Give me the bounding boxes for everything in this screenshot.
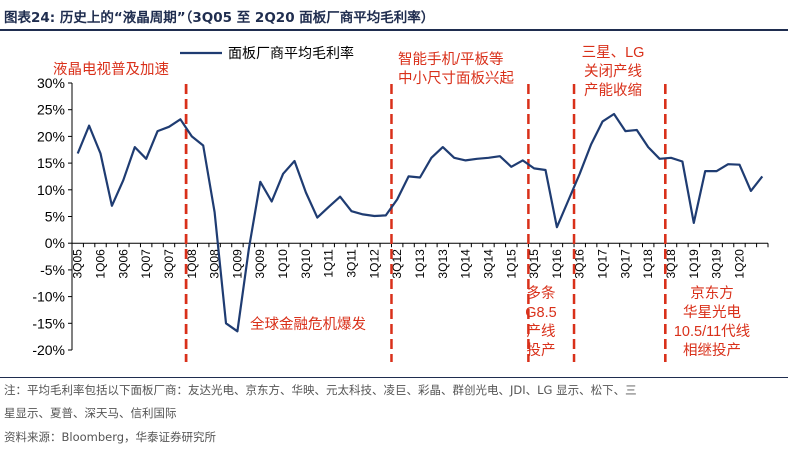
x-tick-label: 1Q11 [322, 249, 336, 278]
y-tick-label: 15% [37, 155, 65, 171]
x-tick-label: 3Q11 [345, 249, 359, 278]
x-tick-label: 1Q16 [550, 249, 564, 279]
event-annotation-text: 投产 [527, 342, 556, 359]
y-tick-label: 0% [45, 235, 65, 251]
legend-label: 面板厂商平均毛利率 [228, 45, 354, 61]
event-annotation-text: 液晶电视普及加速 [53, 61, 169, 78]
x-tick-label: 1Q06 [94, 249, 108, 279]
x-tick-label: 3Q13 [436, 249, 450, 279]
x-tick-label: 3Q09 [253, 249, 267, 279]
x-tick-label: 1Q07 [139, 249, 153, 279]
x-tick-label: 1Q20 [732, 249, 746, 279]
y-tick-label: 5% [45, 209, 65, 225]
x-tick-label: 3Q10 [299, 249, 313, 279]
x-tick-label: 1Q15 [504, 249, 518, 279]
figure-title: 图表24: 历史上的“液晶周期”（3Q05 至 2Q20 面板厂商平均毛利率） [4, 10, 435, 26]
event-annotation-text: 华星光电 [683, 304, 741, 321]
title-rule [0, 29, 788, 31]
event-annotation-text: 10.5/11代线 [674, 323, 750, 340]
y-tick-label: -10% [32, 289, 65, 305]
y-tick-label: 10% [37, 182, 65, 198]
event-annotation-text: 多条 [527, 285, 556, 302]
x-tick-label: 1Q12 [367, 249, 381, 279]
x-tick-label: 3Q07 [162, 249, 176, 279]
y-tick-label: 20% [37, 128, 65, 144]
x-tick-label: 1Q13 [413, 249, 427, 279]
x-tick-label: 3Q17 [618, 249, 632, 279]
y-tick-label: 25% [37, 102, 65, 118]
event-annotation-text: 产能收缩 [584, 82, 642, 99]
y-tick-label: -20% [32, 342, 65, 358]
x-tick-label: 3Q19 [710, 249, 724, 279]
event-annotation-text: 产线 [527, 323, 556, 340]
footnote-line-2: 星显示、夏普、深天马、信利国际 [4, 406, 177, 420]
event-annotation-text: 智能手机/平板等 [398, 50, 504, 68]
footer-rule [0, 377, 788, 378]
event-annotation-text: 相继投产 [683, 342, 741, 359]
gross-margin-chart: 30% 25% 20% 15% 10% 5% 0% -5% -10% -15% -20% 3Q05 1Q… [32, 45, 769, 362]
x-tick-label: 1Q18 [641, 249, 655, 279]
x-tick-label: 1Q19 [687, 249, 701, 279]
x-tick-label: 3Q12 [390, 249, 404, 279]
event-annotation-text: 京东方 [690, 285, 734, 302]
x-tick-label: 1Q17 [596, 249, 610, 279]
event-annotation-text: G8.5 [525, 305, 556, 321]
event-annotation-text: 中小尺寸面板兴起 [398, 69, 514, 87]
y-tick-label: -5% [40, 262, 65, 278]
event-annotation-text: 关闭产线 [584, 63, 642, 80]
series-line-gross-margin [76, 112, 764, 333]
x-tick-label: 3Q16 [573, 249, 587, 279]
x-tick-label: 1Q08 [185, 249, 199, 279]
y-tick-label: -15% [32, 315, 65, 331]
x-tick-label: 1Q09 [230, 249, 244, 279]
x-tick-label: 3Q18 [664, 249, 678, 279]
y-tick-label: 30% [37, 75, 65, 91]
x-tick-label: 1Q14 [459, 249, 473, 279]
x-tick-label: 3Q15 [527, 249, 541, 279]
x-tick-label: 1Q10 [276, 249, 290, 279]
footnote-line-1: 注：平均毛利率包括以下面板厂商：友达光电、京东方、华映、元太科技、凌巨、彩晶、群… [4, 383, 637, 397]
x-tick-label: 3Q06 [116, 249, 130, 279]
event-annotation-text: 三星、LG [582, 45, 645, 61]
x-tick-label: 3Q14 [481, 249, 495, 279]
source-note: 资料来源：Bloomberg，华泰证券研究所 [4, 430, 217, 444]
event-annotation-text: 全球金融危机爆发 [250, 315, 366, 333]
x-tick-label: 3Q05 [71, 249, 85, 279]
